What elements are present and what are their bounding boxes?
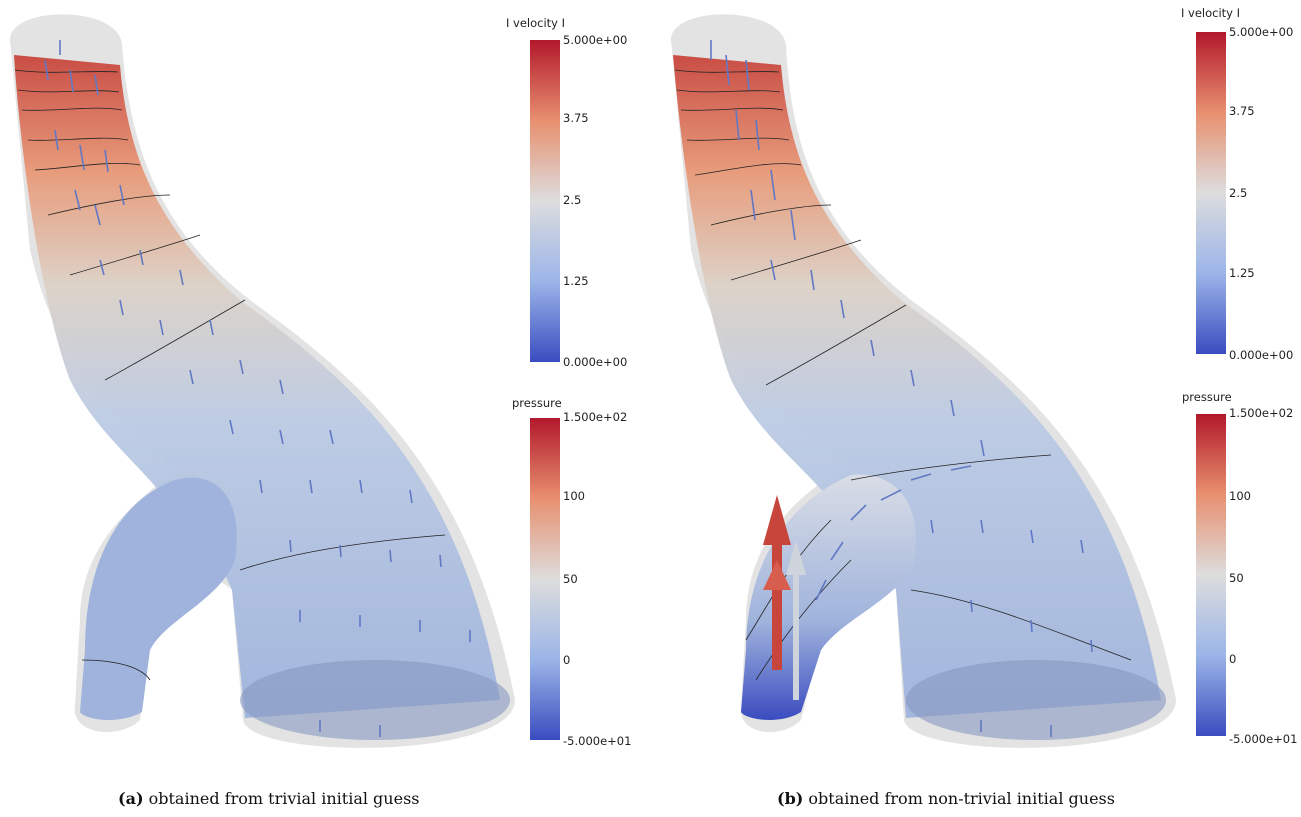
velocity-tick: 5.000e+00: [1229, 25, 1294, 39]
vessel-branch: [80, 477, 237, 720]
velocity-colorbar: [1196, 32, 1226, 354]
outlet-face: [240, 660, 510, 740]
pressure-tick: -5.000e+01: [563, 734, 632, 748]
velocity-tick: 3.75: [563, 111, 589, 125]
velocity-tick: 1.25: [1229, 266, 1255, 280]
velocity-tick: 3.75: [1229, 104, 1255, 118]
panel-b: I velocity I 5.000e+00 3.75 2.5 1.25 0.0…: [651, 0, 1301, 760]
pressure-tick: 50: [1229, 571, 1244, 585]
caption-label: (b): [777, 789, 804, 808]
pressure-colorbar-title: pressure: [512, 396, 562, 410]
caption-text: obtained from non-trivial initial guess: [808, 789, 1115, 808]
pressure-tick: 0: [563, 653, 571, 667]
vessel-trunk: [14, 55, 500, 718]
pressure-colorbar: [1196, 414, 1226, 736]
velocity-colorbar-title: I velocity I: [1181, 6, 1241, 20]
pressure-colorbar-title: pressure: [1182, 390, 1232, 404]
panel-a: I velocity I 5.000e+00 3.75 2.5 1.25 0.0…: [0, 0, 650, 760]
velocity-tick: 5.000e+00: [563, 33, 628, 47]
velocity-colorbar-title: I velocity I: [506, 16, 566, 30]
velocity-arrows: [710, 40, 1093, 737]
velocity-arrows: [44, 40, 471, 737]
caption-text: obtained from trivial initial guess: [148, 789, 420, 808]
pressure-tick: 50: [563, 572, 578, 586]
caption-a: (a) obtained from trivial initial guess: [118, 789, 420, 808]
vessel-render-b: [671, 14, 1176, 748]
vessel-branch: [741, 474, 916, 720]
vessel-trunk: [673, 55, 1161, 718]
velocity-colorbar: [530, 40, 560, 362]
pressure-tick: 100: [563, 489, 585, 503]
velocity-tick: 0.000e+00: [563, 355, 628, 369]
velocity-tick: 1.25: [563, 274, 589, 288]
outlet-face: [906, 660, 1166, 740]
pressure-tick: 1.500e+02: [1229, 406, 1294, 420]
pressure-colorbar: [530, 418, 560, 740]
large-arrows: [763, 495, 806, 700]
caption-label: (a): [118, 789, 144, 808]
pressure-tick: 1.500e+02: [563, 410, 628, 424]
velocity-tick: 2.5: [563, 193, 582, 207]
velocity-tick: 0.000e+00: [1229, 348, 1294, 362]
velocity-tick: 2.5: [1229, 186, 1248, 200]
pressure-tick: 100: [1229, 489, 1251, 503]
caption-b: (b) obtained from non-trivial initial gu…: [777, 789, 1115, 808]
vessel-render-a: [10, 14, 515, 748]
pressure-tick: 0: [1229, 652, 1237, 666]
pressure-tick: -5.000e+01: [1229, 732, 1298, 746]
